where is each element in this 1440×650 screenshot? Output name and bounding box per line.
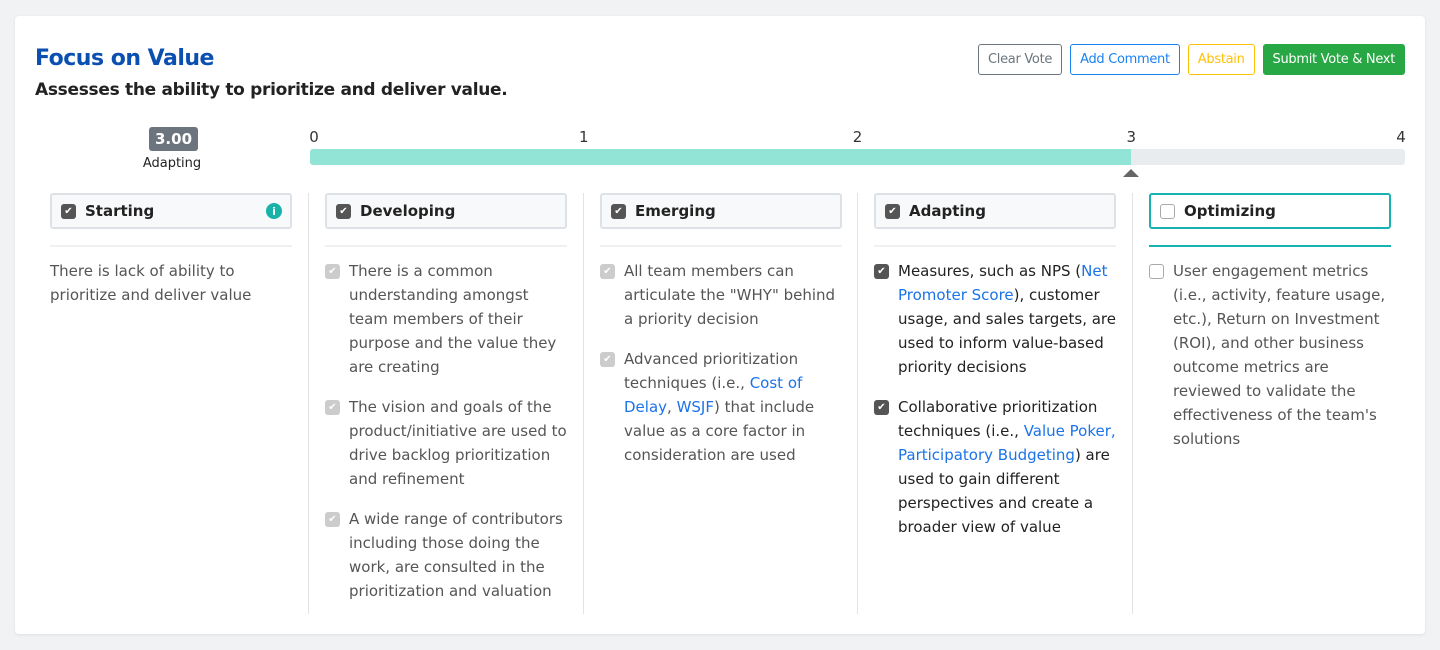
page-subtitle: Assesses the ability to prioritize and d… — [35, 80, 508, 100]
checked-checkbox-icon[interactable]: ✔ — [325, 400, 340, 415]
criterion-text-segment: User engagement metrics (i.e., activity,… — [1173, 262, 1386, 448]
add-comment-button[interactable]: Add Comment — [1070, 44, 1180, 75]
submit-vote-next-button[interactable]: Submit Vote & Next — [1262, 44, 1405, 75]
score-badge: 3.00 — [149, 127, 199, 151]
level-name: Adapting — [909, 202, 986, 220]
criterion-item[interactable]: ✔ Collaborative prioritization techniques… — [874, 395, 1116, 539]
checked-checkbox-icon[interactable]: ✔ — [874, 264, 889, 279]
scale-tick-label: 3 — [1126, 128, 1137, 146]
checked-checkbox-icon[interactable]: ✔ — [874, 400, 889, 415]
criterion-item[interactable]: ✔ A wide range of contributors including … — [325, 507, 567, 603]
scale-tick-label: 2 — [852, 128, 863, 146]
criterion-item[interactable]: ✔ Measures, such as NPS (Net Promoter Sco… — [874, 259, 1116, 379]
criterion-text-segment: ), customer usage, and sales targets, ar… — [898, 286, 1116, 376]
level-column-adapting: ✔ Adapting ✔ Measures, such as NPS (Net P… — [857, 193, 1131, 614]
criterion-text: Collaborative prioritization techniques … — [898, 395, 1116, 539]
criterion-text: The vision and goals of the product/init… — [349, 395, 567, 491]
checked-checkbox-icon[interactable]: ✔ — [611, 203, 626, 219]
criterion-link[interactable]: Net Promoter Score — [898, 262, 1108, 304]
criterion-item[interactable]: ✔ All team members can articulate the "WH… — [600, 259, 842, 331]
level-column-developing: ✔ Developing ✔ There is a common understa… — [308, 193, 582, 614]
level-column-starting: ✔ Starting i There is lack of ability to… — [50, 193, 324, 614]
checked-checkbox-icon[interactable]: ✔ — [61, 203, 76, 219]
checked-checkbox-icon[interactable]: ✔ — [885, 203, 900, 219]
scale-tick-label: 1 — [578, 128, 589, 146]
score-marker-icon — [1123, 169, 1140, 177]
score-scale-bar[interactable] — [310, 149, 1405, 165]
score-level-label: Adapting — [142, 156, 202, 171]
score-scale-fill — [310, 149, 1132, 165]
divider — [874, 245, 1116, 247]
level-header-emerging[interactable]: ✔ Emerging — [600, 193, 842, 229]
criterion-item[interactable]: ✔ There is a common understanding amongst… — [325, 259, 567, 379]
divider — [1149, 245, 1391, 247]
level-name: Emerging — [635, 202, 716, 220]
criterion-text: There is a common understanding amongst … — [349, 259, 567, 379]
criterion-text-segment: Collaborative prioritization techniques … — [898, 398, 1098, 440]
unchecked-checkbox-icon[interactable] — [1149, 264, 1164, 279]
level-header-adapting[interactable]: ✔ Adapting — [874, 193, 1116, 229]
criterion-text-segment: , — [667, 398, 677, 416]
criterion-text: All team members can articulate the "WHY… — [624, 259, 842, 331]
criterion-text-segment: Advanced prioritization techniques (i.e.… — [624, 350, 799, 392]
criterion-text-segment: The vision and goals of the product/init… — [349, 398, 567, 488]
scale-tick-label: 4 — [1396, 128, 1406, 146]
level-header-optimizing[interactable]: Optimizing — [1149, 193, 1391, 229]
criterion-text-segment: ) are used to gain different perspective… — [898, 446, 1110, 536]
criterion-text: Advanced prioritization techniques (i.e.… — [624, 347, 842, 467]
checked-checkbox-icon[interactable]: ✔ — [325, 512, 340, 527]
criterion-link[interactable]: Cost of Delay — [624, 374, 803, 416]
level-column-emerging: ✔ Emerging ✔ All team members can articul… — [583, 193, 857, 614]
checked-checkbox-icon[interactable]: ✔ — [600, 264, 615, 279]
checked-checkbox-icon[interactable]: ✔ — [325, 264, 340, 279]
info-icon[interactable]: i — [266, 203, 282, 219]
criterion-text-segment: A wide range of contributors including t… — [349, 510, 563, 600]
assessment-card: Focus on Value Assesses the ability to p… — [15, 16, 1425, 634]
clear-vote-button[interactable]: Clear Vote — [978, 44, 1063, 75]
criterion-text: User engagement metrics (i.e., activity,… — [1173, 259, 1391, 451]
divider — [600, 245, 842, 247]
criterion-text-segment: All team members can articulate the "WHY… — [624, 262, 836, 328]
page-title: Focus on Value — [35, 46, 214, 71]
checked-checkbox-icon[interactable]: ✔ — [600, 352, 615, 367]
criterion-item[interactable]: User engagement metrics (i.e., activity,… — [1149, 259, 1391, 451]
divider — [50, 245, 292, 247]
criterion-text: A wide range of contributors including t… — [349, 507, 567, 603]
criterion-link[interactable]: Value Poker, Participatory Budgeting — [898, 422, 1116, 464]
criterion-text-segment: ) that include value as a core factor in… — [624, 398, 815, 464]
level-name: Optimizing — [1184, 202, 1276, 220]
unchecked-checkbox-icon[interactable] — [1160, 203, 1175, 219]
level-column-optimizing: Optimizing User engagement metrics (i.e.… — [1132, 193, 1406, 614]
criterion-text: Measures, such as NPS (Net Promoter Scor… — [898, 259, 1116, 379]
criterion-text-segment: Measures, such as NPS ( — [898, 262, 1082, 280]
level-description: There is lack of ability to prioritize a… — [50, 262, 252, 304]
criterion-link[interactable]: WSJF — [676, 398, 714, 416]
level-header-starting[interactable]: ✔ Starting i — [50, 193, 292, 229]
abstain-button[interactable]: Abstain — [1187, 44, 1255, 75]
level-header-developing[interactable]: ✔ Developing — [325, 193, 567, 229]
criterion-text-segment: There is a common understanding amongst … — [349, 262, 557, 376]
level-name: Starting — [85, 202, 155, 220]
criterion-item[interactable]: ✔ The vision and goals of the product/ini… — [325, 395, 567, 491]
checked-checkbox-icon[interactable]: ✔ — [336, 203, 351, 219]
level-name: Developing — [360, 202, 456, 220]
scale-tick-label: 0 — [309, 128, 319, 146]
criterion-item[interactable]: ✔ Advanced prioritization techniques (i.e… — [600, 347, 842, 467]
divider — [325, 245, 567, 247]
